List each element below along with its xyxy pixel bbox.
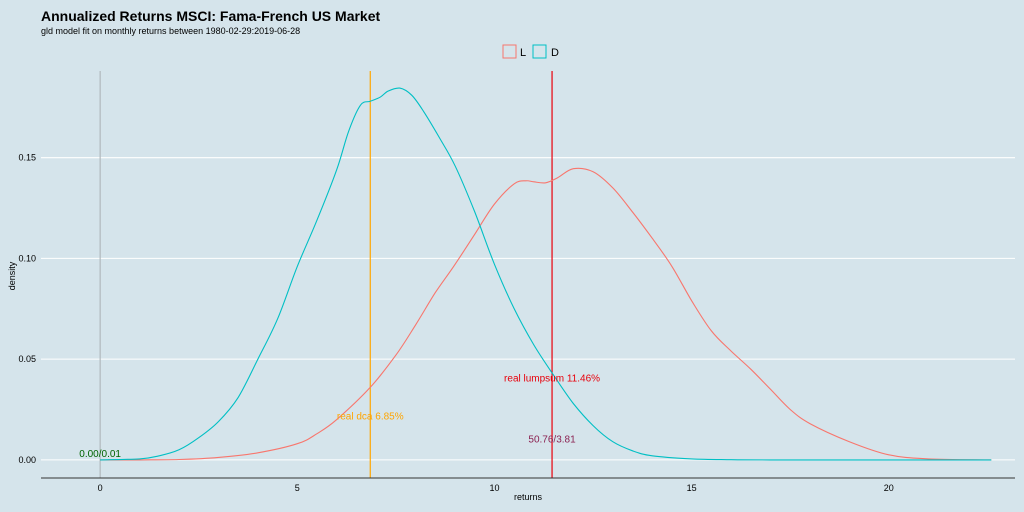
y-tick-label: 0.15 (18, 153, 36, 163)
series-line-l (100, 167, 992, 461)
chart-subtitle: gld model fit on monthly returns between… (41, 26, 300, 36)
annotations: real lumpsum 11.46% real dca 6.85% 50.76/3… (79, 373, 600, 460)
annotation-label: 50.76/3.81 (528, 435, 576, 446)
legend: L D (502, 44, 559, 59)
y-axis-label: density (7, 261, 17, 290)
x-tick-label: 20 (884, 483, 894, 493)
legend-key-l (502, 44, 517, 59)
x-tick-label: 5 (295, 483, 300, 493)
vertical-lines (99, 71, 553, 478)
y-tick-label: 0.10 (18, 253, 36, 263)
x-tick-label: 15 (687, 483, 697, 493)
legend-key-d (532, 44, 547, 59)
x-tick-label: 10 (489, 483, 499, 493)
legend-label-d: D (551, 47, 559, 59)
legend-label-l: L (520, 47, 526, 59)
annotation-label: real dca 6.85% (337, 412, 404, 423)
x-axis-label: returns (514, 492, 543, 502)
annotation-label: real lumpsum 11.46% (504, 373, 600, 384)
y-tick-label: 0.05 (18, 354, 36, 364)
y-ticks: 0.00 0.05 0.10 0.15 (18, 153, 36, 465)
x-tick-label: 0 (98, 483, 103, 493)
x-ticks: 0 5 10 15 20 (98, 483, 894, 493)
annotation-label: 0.00/0.01 (79, 449, 121, 460)
series (100, 87, 992, 461)
chart-title: Annualized Returns MSCI: Fama-French US … (41, 8, 381, 24)
series-line-d (100, 87, 992, 461)
y-tick-label: 0.00 (18, 455, 36, 465)
